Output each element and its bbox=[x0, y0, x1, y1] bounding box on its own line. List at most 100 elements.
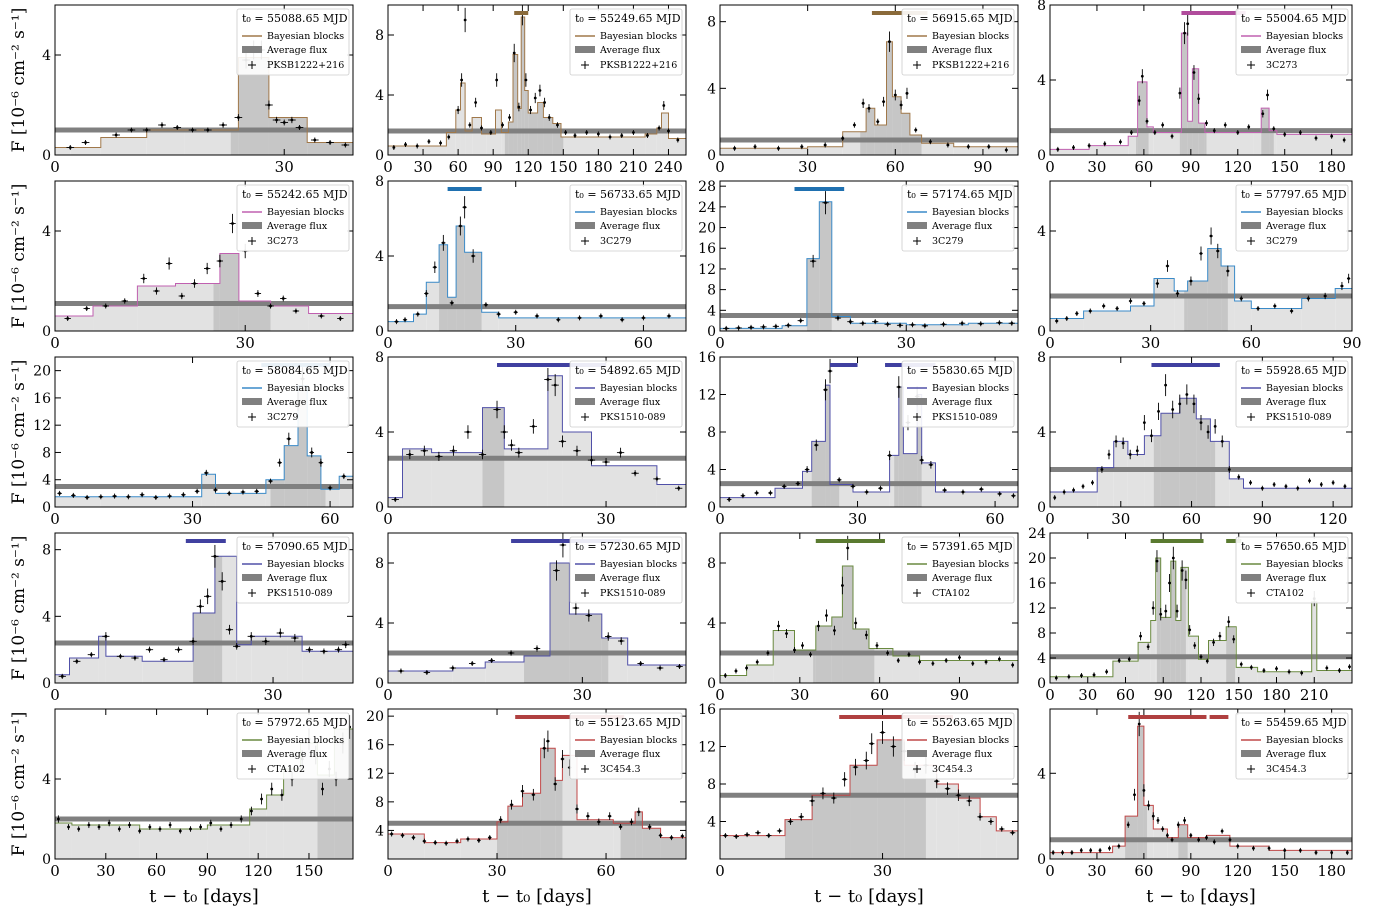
legend: t₀ = 55088.65 MJD Bayesian blocks Average … bbox=[236, 8, 350, 76]
block-fill bbox=[1301, 298, 1336, 331]
data-point bbox=[1232, 637, 1236, 641]
block-fill bbox=[413, 314, 427, 331]
y-tick-label: 0 bbox=[1037, 148, 1046, 164]
data-point bbox=[427, 140, 431, 143]
highlight-fill bbox=[917, 394, 922, 507]
data-point bbox=[1055, 319, 1059, 323]
y-tick-label: 0 bbox=[707, 148, 716, 164]
data-point bbox=[209, 821, 213, 825]
highlight-fill bbox=[1156, 558, 1161, 683]
block-fill bbox=[1130, 306, 1155, 331]
data-point bbox=[1165, 834, 1169, 837]
data-point bbox=[893, 93, 897, 97]
x-tick-label: 150 bbox=[549, 158, 578, 176]
data-point bbox=[198, 604, 202, 608]
data-point bbox=[814, 443, 818, 447]
block-fill bbox=[215, 493, 266, 507]
data-point bbox=[1212, 840, 1216, 844]
panel-14: 0 30 0 4 8 t₀ = 57230.65 MJD Bayesian blocks Av… bbox=[375, 532, 687, 704]
legend: t₀ = 57972.65 MJD Bayesian blocks Average … bbox=[236, 712, 350, 780]
data-point bbox=[456, 108, 460, 112]
data-point bbox=[488, 836, 492, 839]
data-point bbox=[875, 644, 879, 647]
x-tick-label: 30 bbox=[275, 158, 294, 176]
t0-label: t₀ = 58084.65 MJD bbox=[242, 364, 348, 377]
block-fill bbox=[1113, 441, 1128, 507]
data-point bbox=[177, 648, 180, 652]
x-tick-label: 180 bbox=[1262, 686, 1291, 704]
data-point bbox=[633, 471, 637, 475]
legend-avg-swatch bbox=[1241, 574, 1261, 581]
legend: t₀ = 55263.65 MJD Bayesian blocks Average … bbox=[901, 712, 1015, 780]
data-point bbox=[89, 653, 93, 657]
legend-avg-label: Average flux bbox=[931, 573, 993, 584]
highlight-fill bbox=[901, 113, 910, 155]
data-point bbox=[888, 40, 891, 44]
data-point bbox=[575, 449, 579, 453]
legend-box bbox=[1235, 360, 1349, 428]
data-point bbox=[535, 314, 539, 318]
data-point bbox=[837, 478, 841, 482]
data-point bbox=[851, 484, 855, 488]
data-point bbox=[1171, 556, 1175, 560]
data-point bbox=[923, 324, 927, 328]
data-point bbox=[586, 814, 590, 818]
x-tick-label: 180 bbox=[1317, 862, 1346, 880]
block-fill bbox=[98, 636, 106, 683]
highlight-fill bbox=[1269, 130, 1274, 155]
block-fill bbox=[807, 146, 843, 155]
panel-frame bbox=[719, 532, 1019, 684]
legend-source-label: 3C454.3 bbox=[600, 764, 641, 775]
data-point bbox=[1188, 628, 1192, 632]
data-point bbox=[463, 205, 467, 209]
block-fill bbox=[481, 134, 487, 155]
data-point bbox=[800, 145, 804, 149]
data-point bbox=[510, 443, 513, 447]
highlight-fill bbox=[524, 90, 529, 155]
bayesian-blocks-line bbox=[388, 562, 686, 672]
flare-period-bar bbox=[794, 187, 845, 191]
t0-label: t₀ = 57650.65 MJD bbox=[1241, 540, 1347, 553]
data-point bbox=[979, 322, 983, 326]
data-point bbox=[662, 104, 666, 107]
data-point bbox=[978, 815, 982, 819]
data-point bbox=[637, 810, 641, 814]
data-point bbox=[1306, 297, 1310, 300]
data-point bbox=[1325, 666, 1329, 670]
data-point bbox=[168, 494, 172, 498]
block-fill bbox=[746, 665, 774, 683]
legend-bb-label: Bayesian blocks bbox=[600, 31, 677, 42]
data-point bbox=[1176, 292, 1179, 295]
data-point bbox=[556, 318, 560, 322]
t0-label: t₀ = 55249.65 MJD bbox=[575, 12, 681, 25]
data-point bbox=[898, 323, 902, 327]
legend-avg-swatch bbox=[575, 574, 595, 581]
y-tick-label: 8 bbox=[1037, 0, 1046, 14]
bayesian-blocks-line bbox=[1050, 32, 1352, 150]
data-point bbox=[287, 437, 291, 441]
data-point bbox=[1192, 402, 1196, 406]
block-fill bbox=[953, 146, 1018, 155]
highlight-fill bbox=[560, 137, 564, 155]
panel-plot-area bbox=[720, 358, 1018, 507]
block-fill bbox=[485, 662, 525, 683]
data-point bbox=[1178, 402, 1182, 406]
x-tick-label: 180 bbox=[1317, 158, 1346, 176]
legend-source-label: PKS1510-089 bbox=[932, 412, 998, 423]
panel-frame bbox=[54, 532, 354, 684]
block-fill bbox=[105, 656, 143, 683]
x-tick-label: 0 bbox=[383, 686, 393, 704]
data-point bbox=[1186, 22, 1190, 26]
legend-box bbox=[569, 536, 683, 604]
legend: t₀ = 55123.65 MJD Bayesian blocks Average … bbox=[569, 712, 683, 780]
data-point bbox=[1184, 578, 1188, 582]
panel-frame bbox=[1049, 708, 1353, 860]
legend-avg-label: Average flux bbox=[1265, 749, 1327, 760]
x-axis-label: t − t₀ [days] bbox=[482, 886, 592, 907]
panel-frame bbox=[719, 180, 1019, 332]
legend-avg-label: Average flux bbox=[266, 221, 328, 232]
data-point bbox=[1216, 249, 1220, 253]
data-point bbox=[60, 674, 64, 678]
block-fill bbox=[574, 137, 646, 155]
